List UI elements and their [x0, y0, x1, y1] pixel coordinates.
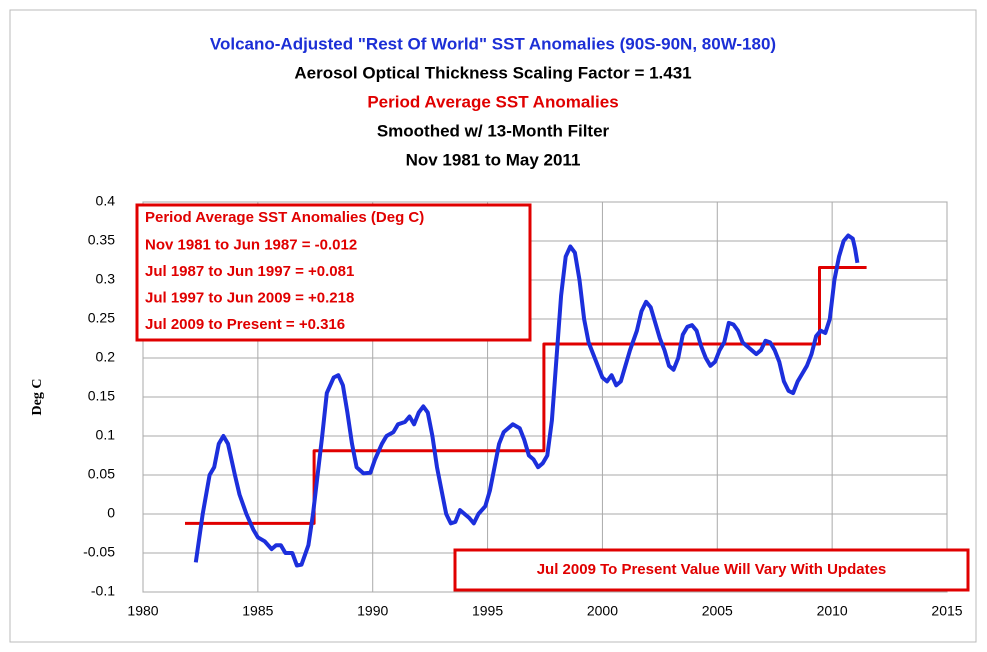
annotation-text: Jul 1987 to Jun 1997 = +0.081 [145, 263, 354, 280]
series-line [193, 233, 860, 568]
x-tick-label: 2005 [702, 603, 733, 619]
chart-title: Period Average SST Anomalies [367, 92, 618, 111]
y-tick-label: 0.15 [88, 388, 115, 404]
chart-title: Aerosol Optical Thickness Scaling Factor… [294, 63, 691, 82]
chart-title: Smoothed w/ 13-Month Filter [377, 121, 610, 140]
y-tick-label: -0.1 [91, 583, 115, 599]
annotation-text: Jul 2009 To Present Value Will Vary With… [537, 561, 887, 578]
x-tick-label: 1985 [242, 603, 273, 619]
x-tick-label: 2010 [817, 603, 848, 619]
x-tick-label: 2000 [587, 603, 618, 619]
annotation-box [135, 203, 532, 342]
annotation-text: Period Average SST Anomalies (Deg C) [145, 209, 424, 226]
annotation-text: Jul 1997 to Jun 2009 = +0.218 [145, 289, 354, 306]
chart-title: Nov 1981 to May 2011 [406, 150, 581, 169]
y-tick-label: 0.1 [96, 427, 116, 443]
y-tick-label: 0.25 [88, 310, 115, 326]
y-tick-label: 0 [107, 505, 115, 521]
x-tick-label: 1980 [127, 603, 158, 619]
y-tick-label: 0.3 [96, 271, 116, 287]
y-tick-label: -0.05 [83, 544, 115, 560]
y-tick-label: 0.05 [88, 466, 115, 482]
x-tick-label: 1990 [357, 603, 388, 619]
y-axis-label: Deg C [30, 379, 45, 416]
chart-title: Volcano-Adjusted "Rest Of World" SST Ano… [210, 34, 776, 53]
annotation-box [453, 548, 970, 592]
x-tick-label: 1995 [472, 603, 503, 619]
y-tick-label: 0.4 [96, 193, 116, 209]
y-tick-label: 0.35 [88, 232, 115, 248]
annotation-text: Jul 2009 to Present = +0.316 [145, 316, 345, 333]
x-tick-label: 2015 [931, 603, 962, 619]
annotation-text: Nov 1981 to Jun 1987 = -0.012 [145, 236, 357, 253]
y-tick-label: 0.2 [96, 349, 116, 365]
